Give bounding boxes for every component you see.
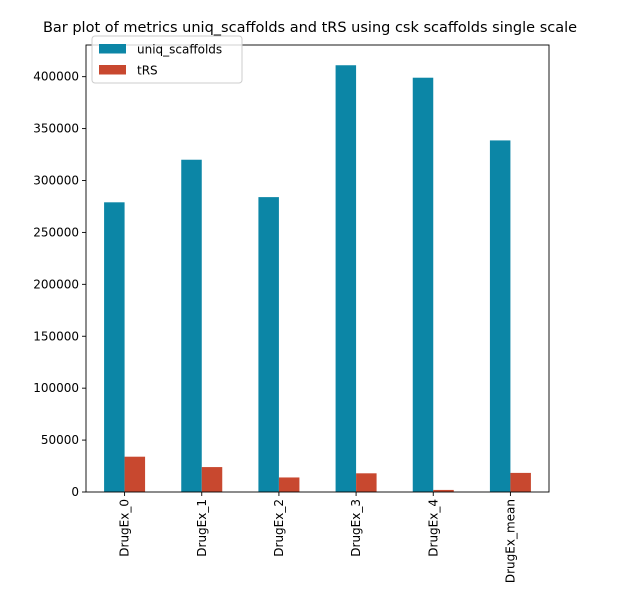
x-tick-label: DrugEx_1: [195, 499, 209, 557]
y-tick-label: 250000: [33, 225, 79, 239]
legend-label-tRS: tRS: [137, 64, 158, 78]
y-tick-label: 150000: [33, 329, 79, 343]
legend-label-uniq-scaffolds: uniq_scaffolds: [137, 43, 222, 57]
bar-uniq-scaffolds-drugex-0: [104, 202, 125, 492]
y-tick-label: 200000: [33, 277, 79, 291]
x-tick-label: DrugEx_0: [118, 499, 132, 557]
y-tick-label: 50000: [41, 433, 79, 447]
bars-layer: [104, 65, 531, 493]
bar-tRS-drugex-mean: [510, 472, 531, 492]
bar-tRS-drugex-2: [278, 477, 300, 492]
legend-swatch-tRS: [99, 65, 126, 75]
chart-title: Bar plot of metrics uniq_scaffolds and t…: [43, 20, 577, 36]
bar-uniq-scaffolds-drugex-1: [181, 159, 202, 492]
legend-box: [91, 35, 243, 84]
bar-tRS-drugex-3: [356, 473, 377, 492]
bar-uniq-scaffolds-drugex-mean: [489, 140, 511, 492]
bar-uniq-scaffolds-drugex-4: [412, 77, 434, 493]
bar-uniq-scaffolds-drugex-2: [258, 197, 279, 492]
y-tick-label: 300000: [33, 174, 79, 188]
bar-uniq-scaffolds-drugex-3: [335, 65, 357, 493]
plot-frame: [85, 44, 550, 493]
legend: uniq_scaffolds tRS: [91, 35, 243, 84]
x-tick-label: DrugEx_mean: [503, 499, 517, 583]
x-tick-label: DrugEx_2: [272, 499, 286, 557]
x-tick-label: DrugEx_3: [349, 499, 363, 557]
y-tick-label: 0: [71, 485, 79, 499]
y-tick-label: 100000: [33, 381, 79, 395]
bar-tRS-drugex-4: [433, 489, 454, 492]
axes-layer: 0 50000 100000 150000 200000 250000 300000 3500…: [33, 44, 550, 583]
bar-tRS-drugex-0: [124, 456, 146, 492]
y-tick-label: 350000: [33, 122, 79, 136]
y-tick-label: 400000: [33, 70, 79, 84]
x-tick-label: DrugEx_4: [426, 499, 440, 557]
legend-swatch-uniq-scaffolds: [99, 44, 126, 54]
bar-tRS-drugex-1: [201, 467, 223, 492]
